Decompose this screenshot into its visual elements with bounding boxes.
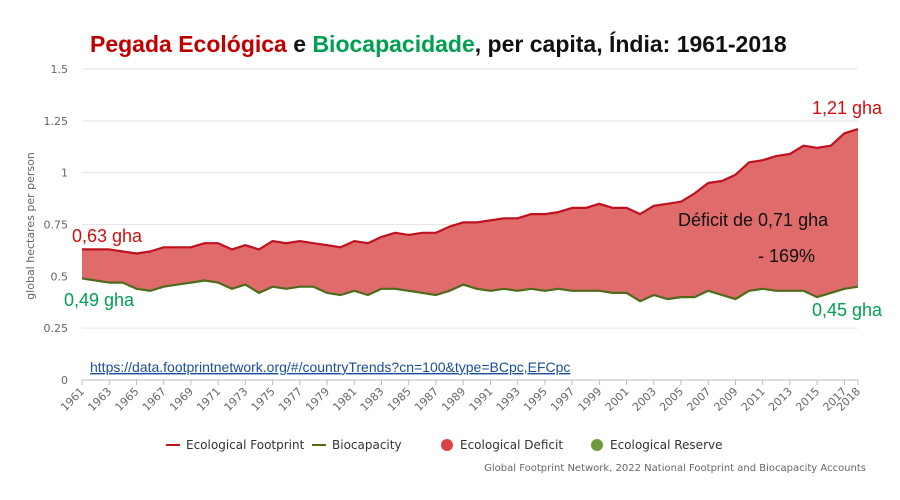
- x-tick-label: 1989: [439, 385, 468, 414]
- ecological-deficit-area: [82, 129, 858, 302]
- x-tick-label: 1967: [140, 385, 169, 414]
- x-tick-label: 1987: [412, 385, 441, 414]
- annotation-deficit-percent: - 169%: [758, 246, 815, 266]
- annotation-bc-end: 0,45 gha: [812, 300, 883, 320]
- series-lines: [81, 128, 859, 303]
- x-tick-label: 1997: [548, 385, 577, 414]
- x-axis-ticks: 1961196319651967196919711973197519771979…: [58, 380, 863, 414]
- ecological-footprint-line: [82, 128, 859, 255]
- deficit-area: [82, 129, 858, 302]
- x-tick-label: 2011: [739, 385, 768, 414]
- x-tick-label: 1977: [276, 385, 305, 414]
- chart-title: Pegada Ecológica e Biocapacidade, per ca…: [90, 30, 787, 57]
- x-tick-label: 2005: [657, 385, 686, 414]
- y-axis-label: global hectares per person: [24, 152, 37, 300]
- y-tick-label: 0: [61, 374, 68, 387]
- legend-label[interactable]: Ecological Footprint: [186, 438, 305, 452]
- title-and: e: [287, 31, 313, 57]
- x-tick-label: 2009: [712, 385, 741, 414]
- y-tick-label: 0.25: [44, 322, 69, 335]
- x-tick-label: 1965: [113, 385, 142, 414]
- y-tick-label: 1.5: [51, 63, 69, 76]
- x-tick-label: 2003: [630, 385, 659, 414]
- x-tick-label: 1993: [494, 385, 523, 414]
- annotation-deficit: Déficit de 0,71 gha: [678, 210, 829, 230]
- x-tick-label: 1995: [521, 385, 550, 414]
- legend-dot-marker: [591, 439, 603, 451]
- x-tick-label: 1969: [167, 385, 196, 414]
- x-tick-label: 2007: [684, 385, 713, 414]
- x-tick-label: 1975: [249, 385, 278, 414]
- x-tick-label: 2015: [793, 385, 822, 414]
- legend-dot-marker: [441, 439, 453, 451]
- x-tick-label: 1981: [330, 385, 359, 414]
- x-tick-label: 1973: [221, 385, 250, 414]
- y-axis-ticks: 0 0.25 0.5 0.75 1 1.25 1.5: [44, 63, 69, 387]
- x-tick-label: 1961: [58, 385, 87, 414]
- x-tick-label: 1963: [85, 385, 114, 414]
- legend-label[interactable]: Ecological Deficit: [460, 438, 563, 452]
- source-link[interactable]: https://data.footprintnetwork.org/#/coun…: [90, 359, 570, 375]
- x-tick-label: 2013: [766, 385, 795, 414]
- y-tick-label: 0.5: [51, 270, 69, 283]
- source-credit: Global Footprint Network, 2022 National …: [484, 463, 866, 474]
- legend-label[interactable]: Biocapacity: [332, 438, 402, 452]
- x-tick-label: 1985: [385, 385, 414, 414]
- title-rest: , per capita, Índia: 1961-2018: [475, 30, 787, 57]
- y-tick-label: 1: [61, 167, 68, 180]
- title-footprint: Pegada Ecológica: [90, 31, 287, 57]
- y-tick-label: 0.75: [44, 219, 69, 232]
- x-tick-label: 1979: [303, 385, 332, 414]
- x-tick-label: 1999: [575, 385, 604, 414]
- y-tick-label: 1.25: [44, 115, 69, 128]
- x-tick-label: 2001: [603, 385, 632, 414]
- title-biocapacity: Biocapacidade: [312, 31, 474, 57]
- x-tick-label: 1991: [467, 385, 496, 414]
- annotation-bc-start: 0,49 gha: [64, 290, 135, 310]
- x-tick-label: 1983: [358, 385, 387, 414]
- legend: Ecological Footprint Biocapacity Ecologica…: [166, 438, 722, 452]
- annotation-ef-end: 1,21 gha: [812, 98, 883, 118]
- x-tick-label: 1971: [194, 385, 223, 414]
- legend-label[interactable]: Ecological Reserve: [610, 438, 722, 452]
- annotation-ef-start: 0,63 gha: [72, 226, 143, 246]
- biocapacity-line: [81, 277, 859, 303]
